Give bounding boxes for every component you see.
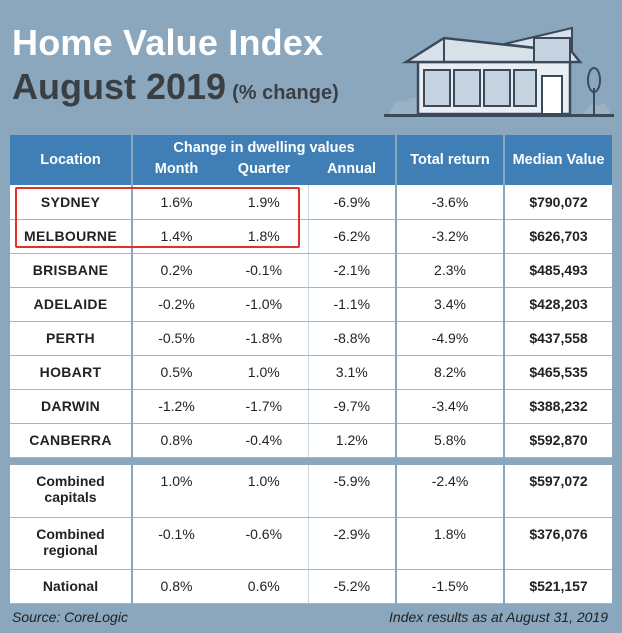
- summary-row: Combined regional -0.1% -0.6% -2.9% 1.8%…: [10, 517, 613, 570]
- header-annual: Annual: [308, 161, 397, 185]
- table-row: CANBERRA 0.8% -0.4% 1.2% 5.8% $592,870: [10, 423, 613, 458]
- cell-month: -1.2%: [131, 389, 220, 424]
- cell-location: PERTH: [10, 321, 132, 356]
- cell-location: Combined capitals: [10, 465, 132, 518]
- page-title: Home Value Index: [12, 22, 324, 63]
- cell-median-value: $597,072: [503, 465, 613, 518]
- cell-quarter: -0.4%: [220, 423, 308, 458]
- cell-quarter: -0.1%: [220, 253, 308, 288]
- cell-total-return: 1.8%: [395, 517, 505, 570]
- date-note: Index results as at August 31, 2019: [389, 609, 608, 625]
- cell-median-value: $428,203: [503, 287, 613, 322]
- cell-annual: -5.9%: [307, 465, 397, 518]
- cell-quarter: 1.0%: [220, 355, 308, 390]
- cell-quarter: -1.8%: [220, 321, 308, 356]
- cell-total-return: -1.5%: [395, 569, 505, 604]
- cell-location: HOBART: [10, 355, 132, 390]
- cell-month: 0.5%: [131, 355, 220, 390]
- header-change-group: Change in dwelling values: [130, 135, 397, 161]
- cell-median-value: $790,072: [503, 185, 613, 220]
- cell-annual: 1.2%: [307, 423, 397, 458]
- cell-quarter: 1.0%: [220, 465, 308, 518]
- title-date: August 2019: [12, 66, 227, 107]
- cell-total-return: 8.2%: [395, 355, 505, 390]
- header-median-value: Median Value: [503, 135, 613, 185]
- summary-row: National 0.8% 0.6% -5.2% -1.5% $521,157: [10, 569, 613, 604]
- cell-total-return: -4.9%: [395, 321, 505, 356]
- cell-month: 1.0%: [131, 465, 220, 518]
- cell-total-return: -3.6%: [395, 185, 505, 220]
- cell-quarter: 0.6%: [220, 569, 308, 604]
- cell-median-value: $592,870: [503, 423, 613, 458]
- table-row: SYDNEY 1.6% 1.9% -6.9% -3.6% $790,072: [10, 185, 613, 220]
- table-row: HOBART 0.5% 1.0% 3.1% 8.2% $465,535: [10, 355, 613, 390]
- page-subtitle: August 2019 (% change): [12, 66, 339, 108]
- cell-total-return: -3.4%: [395, 389, 505, 424]
- home-value-table: Location Change in dwelling values Total…: [10, 135, 613, 604]
- cell-quarter: -1.0%: [220, 287, 308, 322]
- cell-median-value: $376,076: [503, 517, 613, 570]
- cell-quarter: 1.9%: [220, 185, 308, 220]
- cell-annual: -6.9%: [307, 185, 397, 220]
- cell-annual: -2.9%: [307, 517, 397, 570]
- cell-location: CANBERRA: [10, 423, 132, 458]
- cell-quarter: -0.6%: [220, 517, 308, 570]
- cell-annual: -1.1%: [307, 287, 397, 322]
- cell-total-return: 3.4%: [395, 287, 505, 322]
- source-note: Source: CoreLogic: [12, 609, 128, 625]
- cell-median-value: $521,157: [503, 569, 613, 604]
- cell-median-value: $626,703: [503, 219, 613, 254]
- cell-month: 0.2%: [131, 253, 220, 288]
- cell-month: -0.1%: [131, 517, 220, 570]
- cell-location: Combined regional: [10, 517, 132, 570]
- cell-month: -0.5%: [131, 321, 220, 356]
- cell-location: National: [10, 569, 132, 604]
- cell-annual: 3.1%: [307, 355, 397, 390]
- cell-total-return: 5.8%: [395, 423, 505, 458]
- header-month: Month: [131, 161, 220, 185]
- cell-month: 0.8%: [131, 423, 220, 458]
- cell-annual: -8.8%: [307, 321, 397, 356]
- cell-median-value: $485,493: [503, 253, 613, 288]
- cell-median-value: $437,558: [503, 321, 613, 356]
- cell-total-return: -3.2%: [395, 219, 505, 254]
- table-row: BRISBANE 0.2% -0.1% -2.1% 2.3% $485,493: [10, 253, 613, 288]
- cell-annual: -9.7%: [307, 389, 397, 424]
- table-row: MELBOURNE 1.4% 1.8% -6.2% -3.2% $626,703: [10, 219, 613, 254]
- header-total-return: Total return: [395, 135, 505, 185]
- cell-month: -0.2%: [131, 287, 220, 322]
- city-rows: SYDNEY 1.6% 1.9% -6.9% -3.6% $790,072 ME…: [10, 185, 613, 604]
- cell-total-return: -2.4%: [395, 465, 505, 518]
- cell-median-value: $465,535: [503, 355, 613, 390]
- cell-annual: -6.2%: [307, 219, 397, 254]
- title-suffix: (% change): [232, 82, 339, 104]
- header-location: Location: [10, 135, 132, 185]
- cell-annual: -5.2%: [307, 569, 397, 604]
- section-gap: [10, 457, 613, 465]
- cell-location: DARWIN: [10, 389, 132, 424]
- cell-month: 0.8%: [131, 569, 220, 604]
- cell-median-value: $388,232: [503, 389, 613, 424]
- cell-quarter: -1.7%: [220, 389, 308, 424]
- house-illustration: [384, 26, 614, 117]
- header-quarter: Quarter: [220, 161, 308, 185]
- cell-annual: -2.1%: [307, 253, 397, 288]
- cell-location: SYDNEY: [10, 185, 132, 220]
- cell-location: BRISBANE: [10, 253, 132, 288]
- table-row: DARWIN -1.2% -1.7% -9.7% -3.4% $388,232: [10, 389, 613, 424]
- table-row: ADELAIDE -0.2% -1.0% -1.1% 3.4% $428,203: [10, 287, 613, 322]
- cell-location: ADELAIDE: [10, 287, 132, 322]
- highlight-box: [15, 187, 300, 248]
- summary-row: Combined capitals 1.0% 1.0% -5.9% -2.4% …: [10, 465, 613, 518]
- cell-total-return: 2.3%: [395, 253, 505, 288]
- cell-month: 1.6%: [131, 185, 220, 220]
- table-row: PERTH -0.5% -1.8% -8.8% -4.9% $437,558: [10, 321, 613, 356]
